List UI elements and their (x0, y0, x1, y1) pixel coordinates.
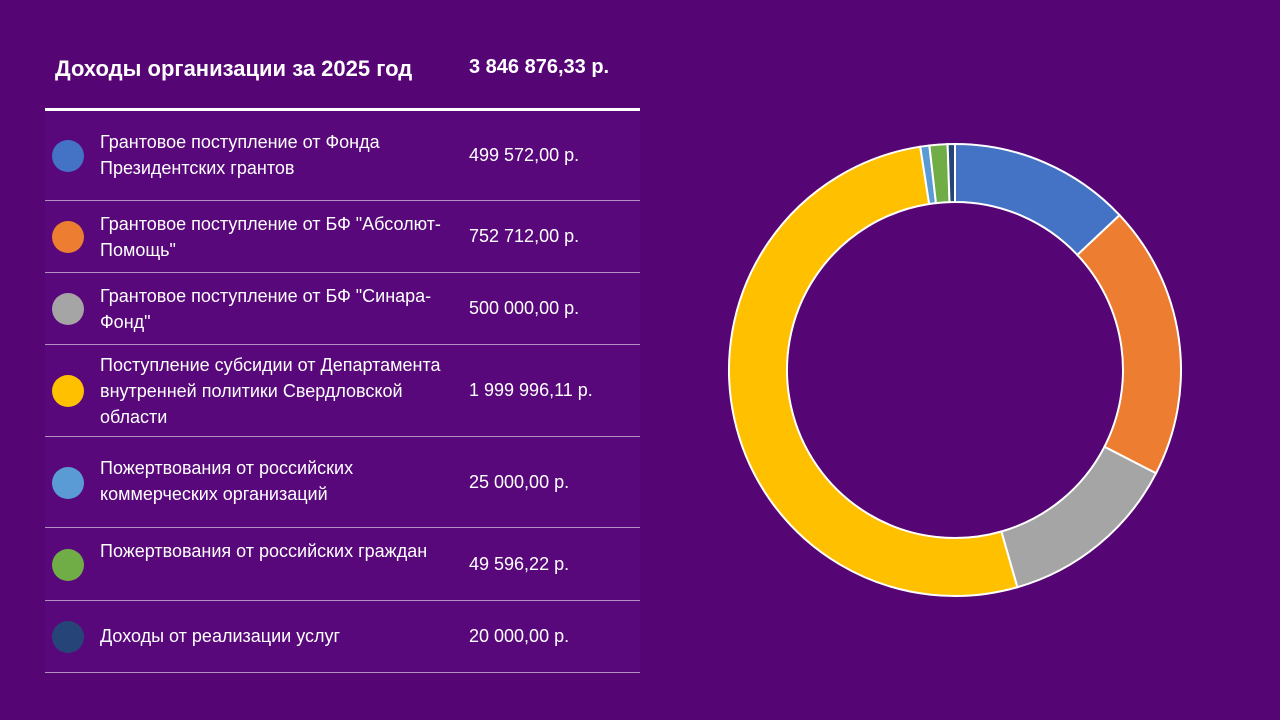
legend-dot-icon (52, 466, 84, 499)
row-label: Грантовое поступление от БФ "Синара-Фонд… (100, 286, 432, 332)
table-row: Пожертвования от российских граждан 49 59… (45, 528, 640, 601)
table-body: Грантовое поступление от Фонда Президент… (45, 111, 640, 673)
donut-chart (728, 142, 1182, 597)
donut-slice (1000, 445, 1158, 589)
legend-dot-icon (52, 140, 84, 172)
donut-slice (946, 142, 956, 204)
row-label: Грантовое поступление от Фонда Президент… (100, 132, 380, 178)
table-row: Грантовое поступление от БФ "Синара-Фонд… (45, 273, 640, 345)
table-row: Поступление субсидии от Департамента вну… (45, 345, 640, 437)
row-label: Пожертвования от российских граждан (100, 541, 428, 561)
table-header: Доходы организации за 2025 год 3 846 876… (45, 40, 640, 111)
row-amount: 1 999 996,11 р. (469, 380, 593, 400)
income-table: Доходы организации за 2025 год 3 846 876… (45, 40, 640, 673)
row-amount: 500 000,00 р. (469, 298, 580, 318)
legend-dot-icon (52, 221, 84, 253)
row-label: Пожертвования от российских коммерческих… (100, 458, 354, 504)
total-amount: 3 846 876,33 р. (469, 56, 610, 78)
table-row: Пожертвования от российских коммерческих… (45, 437, 640, 528)
row-amount: 20 000,00 р. (469, 626, 570, 646)
table-row: Грантовое поступление от БФ "Абсолют-Пом… (45, 201, 640, 273)
row-label: Поступление субсидии от Департамента вну… (100, 355, 441, 427)
row-amount: 49 596,22 р. (469, 553, 570, 574)
donut-slice (728, 145, 1019, 597)
row-amount: 25 000,00 р. (469, 471, 570, 492)
row-label: Доходы от реализации услуг (100, 626, 341, 646)
page-title: Доходы организации за 2025 год (55, 56, 413, 81)
row-amount: 499 572,00 р. (469, 145, 580, 165)
table-row: Доходы от реализации услуг 20 000,00 р. (45, 601, 640, 673)
legend-dot-icon (52, 621, 84, 653)
donut-slice (1075, 213, 1182, 475)
legend-dot-icon (52, 375, 84, 407)
row-amount: 752 712,00 р. (469, 226, 580, 246)
table-row: Грантовое поступление от Фонда Президент… (45, 111, 640, 201)
row-label: Грантовое поступление от БФ "Абсолют-Пом… (100, 214, 441, 260)
legend-dot-icon (52, 548, 84, 581)
legend-dot-icon (52, 293, 84, 325)
